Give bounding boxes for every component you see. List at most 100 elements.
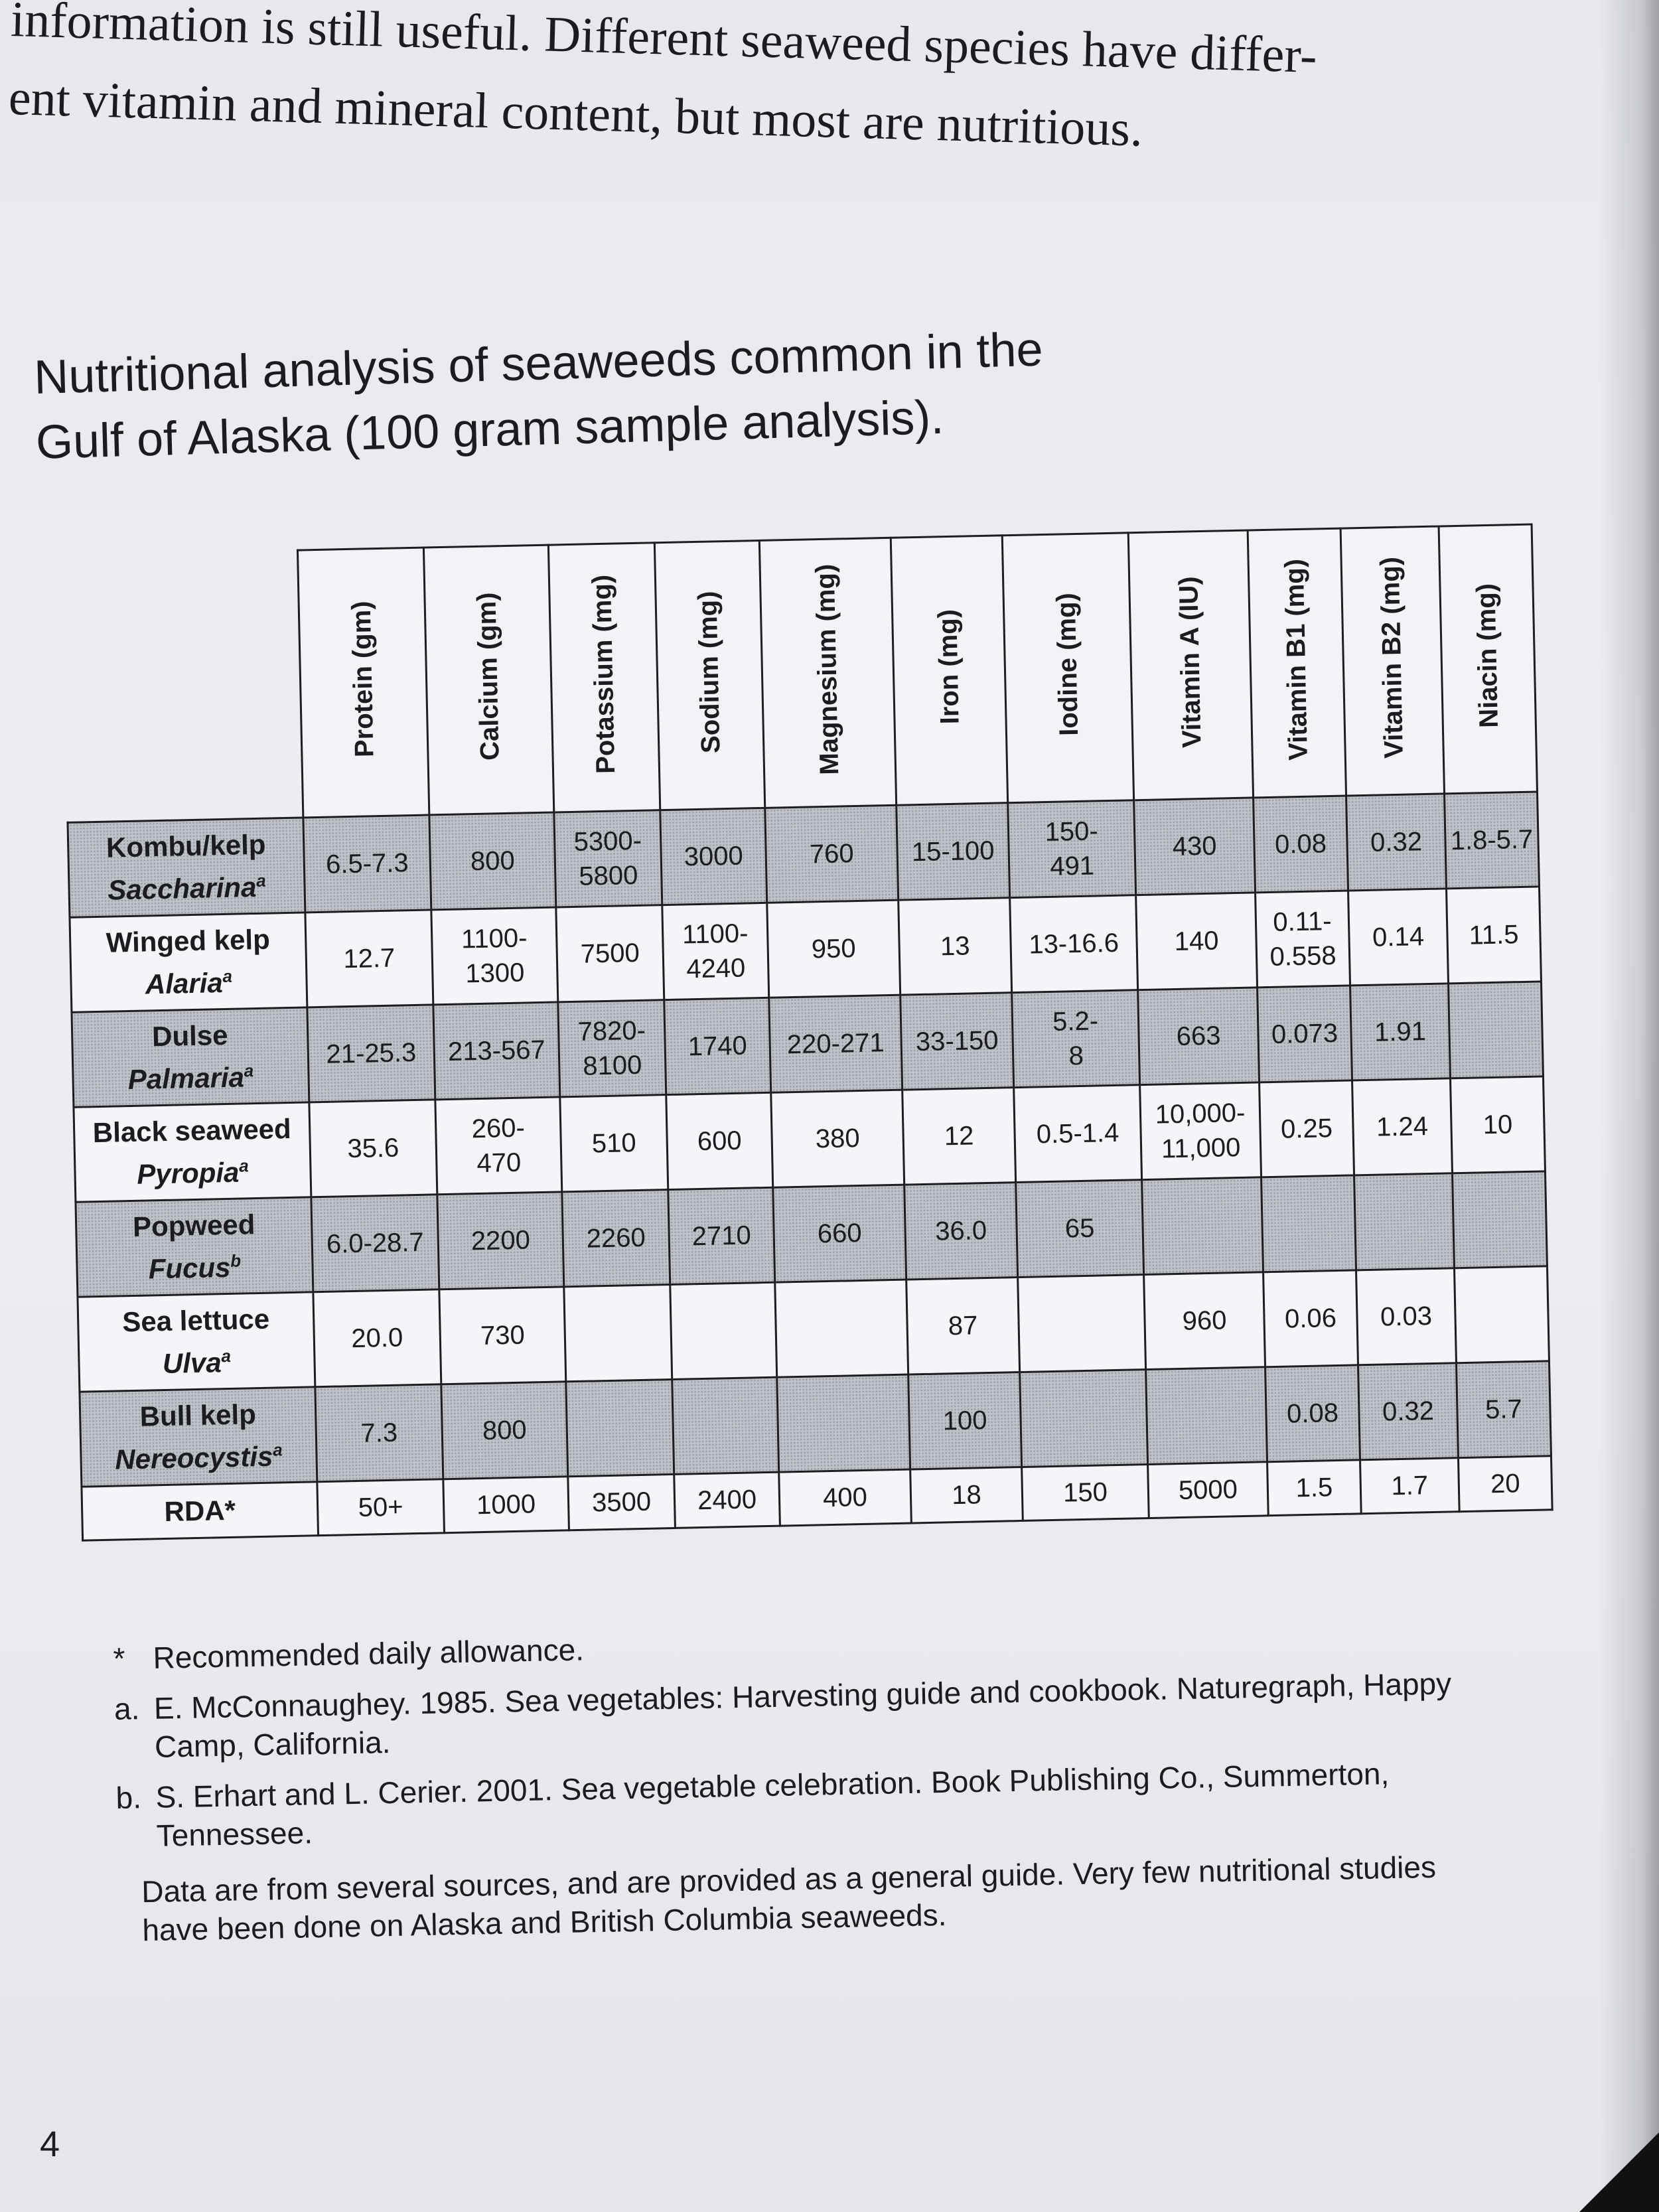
table-cell: 140 <box>1135 892 1258 990</box>
table-cell <box>1452 1171 1548 1268</box>
page-gutter-shadow <box>1599 0 1659 2212</box>
genus-name: Ulva <box>162 1347 222 1380</box>
table-cell: 0.073 <box>1257 985 1352 1082</box>
table-cell: 2200 <box>437 1191 564 1290</box>
column-header: Magnesium (mg) <box>759 538 897 808</box>
column-header: Iron (mg) <box>891 535 1008 806</box>
seaweed-genus: Pyropiaa <box>76 1146 310 1193</box>
table-cell: 1740 <box>664 997 771 1095</box>
seaweed-genus: Palmariaa <box>74 1051 308 1098</box>
footnote-b: b. S. Erhart and L. Cerier. 2001. Sea ve… <box>115 1753 1457 1856</box>
footnote-a: a. E. McConnaughey. 1985. Sea vegetables… <box>113 1664 1455 1767</box>
table-cell: 0.32 <box>1358 1363 1459 1460</box>
genus-name: Nereocystis <box>114 1440 273 1475</box>
table-cell: 960 <box>1143 1272 1265 1370</box>
seaweed-common-name: Bull kelp <box>139 1398 257 1432</box>
page-number: 4 <box>40 2124 60 2164</box>
table-cell: 6.0-28.7 <box>311 1194 439 1292</box>
table-cell: 7500 <box>555 905 664 1002</box>
row-label: Dulse Palmariaa <box>71 1007 309 1108</box>
table-cell: 220-271 <box>768 995 902 1093</box>
table-cell: 15-100 <box>896 802 1010 901</box>
table-cell: 5300- 5800 <box>553 810 662 907</box>
footnotes: * Recommended daily allowance. a. E. McC… <box>113 1613 1459 1950</box>
source-note-mark: a <box>238 1155 249 1176</box>
row-label: Sea lettuce Ulvaa <box>77 1291 315 1392</box>
table-cell: 33-150 <box>900 992 1014 1090</box>
table-cell <box>1145 1366 1267 1465</box>
column-header: Sodium (mg) <box>654 540 765 810</box>
table-cell: 1.24 <box>1352 1078 1453 1175</box>
rda-cell: 18 <box>910 1467 1023 1523</box>
genus-name: Pyropia <box>136 1156 240 1190</box>
seaweed-common-name: Dulse <box>151 1019 228 1053</box>
table-cell: 13 <box>898 897 1012 995</box>
table-cell: 35.6 <box>309 1099 437 1197</box>
table-cell: 0.11- 0.558 <box>1255 890 1350 988</box>
footnote-text: E. McConnaughey. 1985. Sea vegetables: H… <box>153 1666 1452 1764</box>
row-label: Black seaweed Pyropiaa <box>73 1102 311 1203</box>
data-note: Data are from several sources, and are p… <box>141 1849 1437 1948</box>
table-cell: 5.2- 8 <box>1011 990 1140 1088</box>
table-cell <box>565 1379 674 1477</box>
rda-cell: 400 <box>778 1469 912 1526</box>
table-cell: 21-25.3 <box>307 1004 435 1102</box>
genus-name: Palmaria <box>127 1061 245 1096</box>
table-cell: 13-16.6 <box>1009 895 1138 993</box>
row-label: Winged kelp Alariaa <box>69 912 307 1013</box>
seaweed-common-name: Black seaweed <box>92 1112 292 1149</box>
table-cell: 100 <box>908 1372 1022 1470</box>
table-cell: 7820- 8100 <box>557 999 666 1097</box>
nutrition-table-wrap: Protein (gm) Calcium (gm) Potassium (mg)… <box>61 524 1553 1542</box>
table-cell: 660 <box>772 1185 906 1283</box>
table-cell <box>1019 1369 1148 1467</box>
table-cell: 430 <box>1133 797 1256 895</box>
row-label: Bull kelp Nereocystisa <box>79 1386 317 1487</box>
table-cell <box>1261 1175 1356 1272</box>
table-cell: 760 <box>764 805 899 903</box>
rda-cell: 150 <box>1021 1464 1149 1521</box>
table-body: Kombu/kelp Saccharinaa 6.5-7.3 800 5300- 5800… <box>67 791 1553 1541</box>
table-cell: 0.03 <box>1356 1268 1457 1365</box>
table-cell: 730 <box>439 1286 566 1384</box>
rda-cell: 5000 <box>1147 1461 1269 1518</box>
table-cell <box>672 1377 779 1475</box>
column-header-row: Protein (gm) Calcium (gm) Potassium (mg)… <box>62 524 1538 822</box>
table-cell <box>1454 1266 1550 1363</box>
table-corner <box>62 550 303 822</box>
table-cell: 2260 <box>561 1189 670 1287</box>
table-cell <box>1354 1173 1455 1270</box>
table-cell: 12.7 <box>305 909 433 1007</box>
seaweed-genus: Ulvaa <box>80 1336 314 1383</box>
row-label: Kombu/kelp Saccharinaa <box>67 817 305 918</box>
table-cell: 1100- 1300 <box>431 907 558 1005</box>
table-cell: 36.0 <box>904 1182 1018 1280</box>
table-cell: 0.32 <box>1346 793 1447 891</box>
column-header: Iodine (mg) <box>1002 532 1134 803</box>
table-cell: 7.3 <box>315 1384 443 1482</box>
table-caption: Nutritional analysis of seaweeds common … <box>33 314 1165 475</box>
footnote-mark: * <box>113 1641 125 1676</box>
footnote-mark: b. <box>115 1780 142 1815</box>
table-cell: 0.08 <box>1253 796 1348 893</box>
table-cell: 11.5 <box>1446 886 1542 984</box>
genus-name: Alaria <box>145 967 224 1000</box>
table-cell: 1.91 <box>1350 983 1451 1080</box>
seaweed-genus: Nereocystisa <box>82 1431 316 1478</box>
table-cell: 2710 <box>668 1187 775 1285</box>
footnote-text: Recommended daily allowance. <box>153 1632 585 1675</box>
rda-cell: 50+ <box>317 1479 445 1536</box>
rda-cell: 1.7 <box>1360 1457 1460 1514</box>
column-header: Calcium (gm) <box>423 545 554 815</box>
table-cell: 800 <box>429 812 556 910</box>
table-cell <box>774 1280 908 1378</box>
table-cell <box>1141 1177 1263 1275</box>
column-header: Vitamin B2 (mg) <box>1340 526 1445 796</box>
table-cell: 0.25 <box>1259 1080 1354 1177</box>
table-cell: 0.5-1.4 <box>1013 1084 1142 1183</box>
source-note-mark: a <box>255 870 266 891</box>
table-cell: 380 <box>770 1090 904 1188</box>
page-corner-shadow <box>1579 2132 1659 2212</box>
row-label: Popweed Fucusb <box>75 1197 313 1297</box>
